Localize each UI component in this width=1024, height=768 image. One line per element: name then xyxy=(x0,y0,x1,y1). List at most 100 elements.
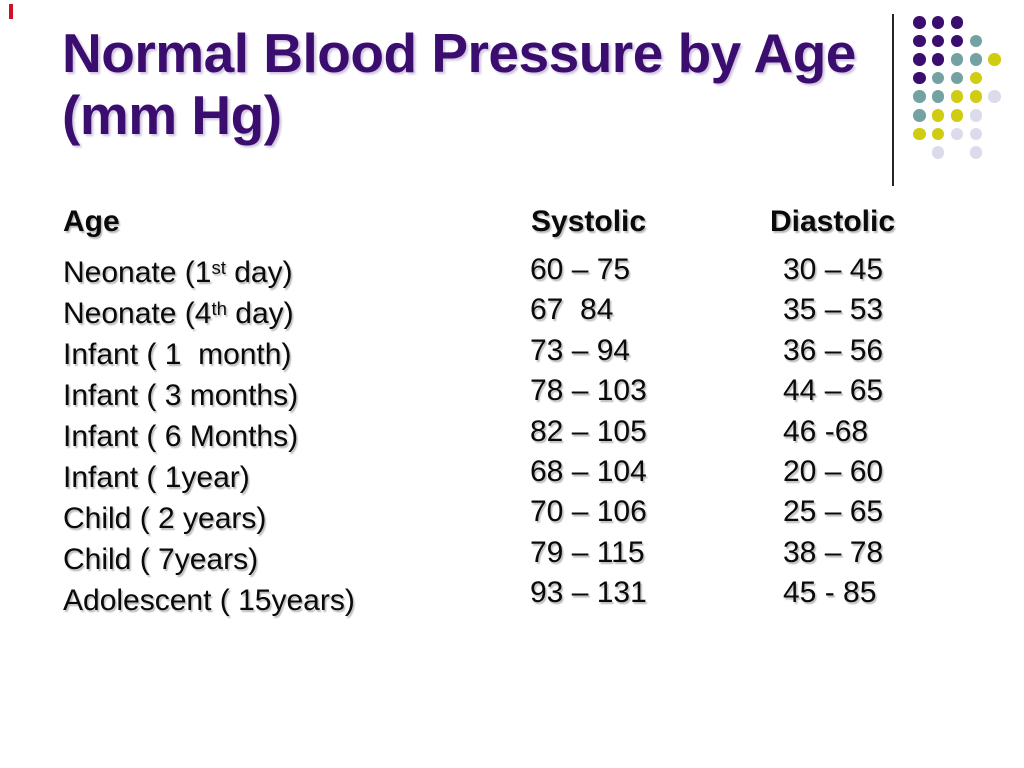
dot-cell xyxy=(910,143,929,162)
systolic-cell: 78 – 103 xyxy=(530,374,647,408)
dot-cell xyxy=(985,50,1004,69)
diastolic-cell: 46 -68 xyxy=(783,414,869,448)
dot xyxy=(969,53,983,66)
dot-cell xyxy=(966,13,985,32)
systolic-cell: 70 – 106 xyxy=(530,495,647,529)
title-line-2: (mm Hg) xyxy=(62,84,282,146)
dot xyxy=(913,71,926,85)
dot xyxy=(913,109,926,122)
dot xyxy=(913,90,926,103)
column-header-diastolic: Diastolic xyxy=(770,205,896,238)
diastolic-cell: 35 – 53 xyxy=(783,293,884,327)
dot-cell xyxy=(985,143,1004,162)
title-line-1: Normal Blood Pressure by Age xyxy=(62,22,856,84)
dot xyxy=(950,71,964,85)
age-column: Neonate (1st day) Neonate (4th day) Infant… xyxy=(63,252,355,621)
dot xyxy=(969,146,983,159)
dot-cell xyxy=(966,50,985,69)
dot-cell xyxy=(948,143,967,162)
dot xyxy=(950,127,964,141)
dot-cell xyxy=(948,69,967,88)
dot xyxy=(969,90,983,103)
dot xyxy=(969,34,983,48)
diastolic-cell: 30 – 45 xyxy=(783,253,884,286)
dots-decoration xyxy=(910,13,1004,162)
dot-cell xyxy=(910,87,929,106)
dot-cell xyxy=(985,87,1004,106)
systolic-cell: 67 84 xyxy=(530,293,614,327)
age-cell: Adolescent ( 15years) xyxy=(63,584,355,617)
dot xyxy=(950,90,964,103)
red-dash-mark xyxy=(9,4,13,19)
dot xyxy=(931,146,945,159)
systolic-column: 60 – 75 67 84 73 – 94 78 – 103 82 – 105 68 – … xyxy=(530,250,647,614)
dot-cell xyxy=(929,32,948,51)
systolic-cell: 82 – 105 xyxy=(530,414,647,448)
dot-cell xyxy=(929,13,948,32)
dot-cell xyxy=(948,87,967,106)
systolic-cell: 79 – 115 xyxy=(530,535,645,569)
dot xyxy=(969,127,983,141)
dot-cell xyxy=(929,143,948,162)
dot xyxy=(931,16,945,29)
column-header-age: Age xyxy=(63,205,120,238)
dot-cell xyxy=(910,13,929,32)
dot-cell xyxy=(985,32,1004,51)
age-cell: Infant ( 1 month) xyxy=(63,338,292,371)
dot-cell xyxy=(910,50,929,69)
dot xyxy=(950,53,964,66)
dot-cell xyxy=(929,69,948,88)
dot xyxy=(913,53,926,66)
dot-cell xyxy=(966,125,985,144)
dot-cell xyxy=(985,125,1004,144)
dot-cell xyxy=(910,69,929,88)
dot xyxy=(931,34,945,48)
dot xyxy=(913,127,926,141)
dot-cell xyxy=(929,87,948,106)
dot-cell xyxy=(948,50,967,69)
age-cell: Neonate (4th day) xyxy=(63,297,294,330)
dot-cell xyxy=(966,69,985,88)
diastolic-column: 30 – 45 35 – 53 36 – 56 44 – 65 46 -68 20 – 6… xyxy=(783,250,883,614)
dot-cell xyxy=(985,106,1004,125)
dot-cell xyxy=(966,32,985,51)
dot xyxy=(913,34,926,48)
age-cell: Child ( 7years) xyxy=(63,543,259,576)
dot xyxy=(988,90,1001,103)
dot-cell xyxy=(966,106,985,125)
slide-title: Normal Blood Pressure by Age (mm Hg) xyxy=(62,22,902,146)
dot xyxy=(969,71,983,85)
divider-line xyxy=(892,14,894,186)
diastolic-cell: 38 – 78 xyxy=(783,535,884,569)
dot xyxy=(988,53,1001,66)
systolic-cell: 73 – 94 xyxy=(530,333,631,367)
age-cell: Infant ( 6 Months) xyxy=(63,420,299,453)
dot xyxy=(931,109,945,122)
systolic-cell: 68 – 104 xyxy=(530,454,647,488)
dot-cell xyxy=(910,106,929,125)
dot-cell xyxy=(948,125,967,144)
dot xyxy=(931,90,945,103)
dot-cell xyxy=(910,32,929,51)
diastolic-cell: 45 - 85 xyxy=(783,576,877,610)
dot xyxy=(950,34,964,48)
age-cell: Neonate (1st day) xyxy=(63,256,293,289)
dot-cell xyxy=(929,125,948,144)
dot xyxy=(931,71,945,85)
diastolic-cell: 44 – 65 xyxy=(783,374,884,408)
dot-cell xyxy=(910,125,929,144)
diastolic-cell: 25 – 65 xyxy=(783,495,884,529)
diastolic-cell: 36 – 56 xyxy=(783,333,884,367)
dot xyxy=(969,109,983,122)
systolic-cell: 60 – 75 xyxy=(530,253,631,286)
ordinal-superscript: st xyxy=(211,257,226,279)
column-header-systolic: Systolic xyxy=(531,205,647,238)
dot xyxy=(913,16,926,29)
ordinal-superscript: th xyxy=(211,298,227,320)
age-cell: Child ( 2 years) xyxy=(63,502,267,535)
dot-cell xyxy=(966,143,985,162)
dot-cell xyxy=(948,106,967,125)
dot xyxy=(950,16,964,29)
dot-cell xyxy=(948,32,967,51)
dot-cell xyxy=(985,69,1004,88)
